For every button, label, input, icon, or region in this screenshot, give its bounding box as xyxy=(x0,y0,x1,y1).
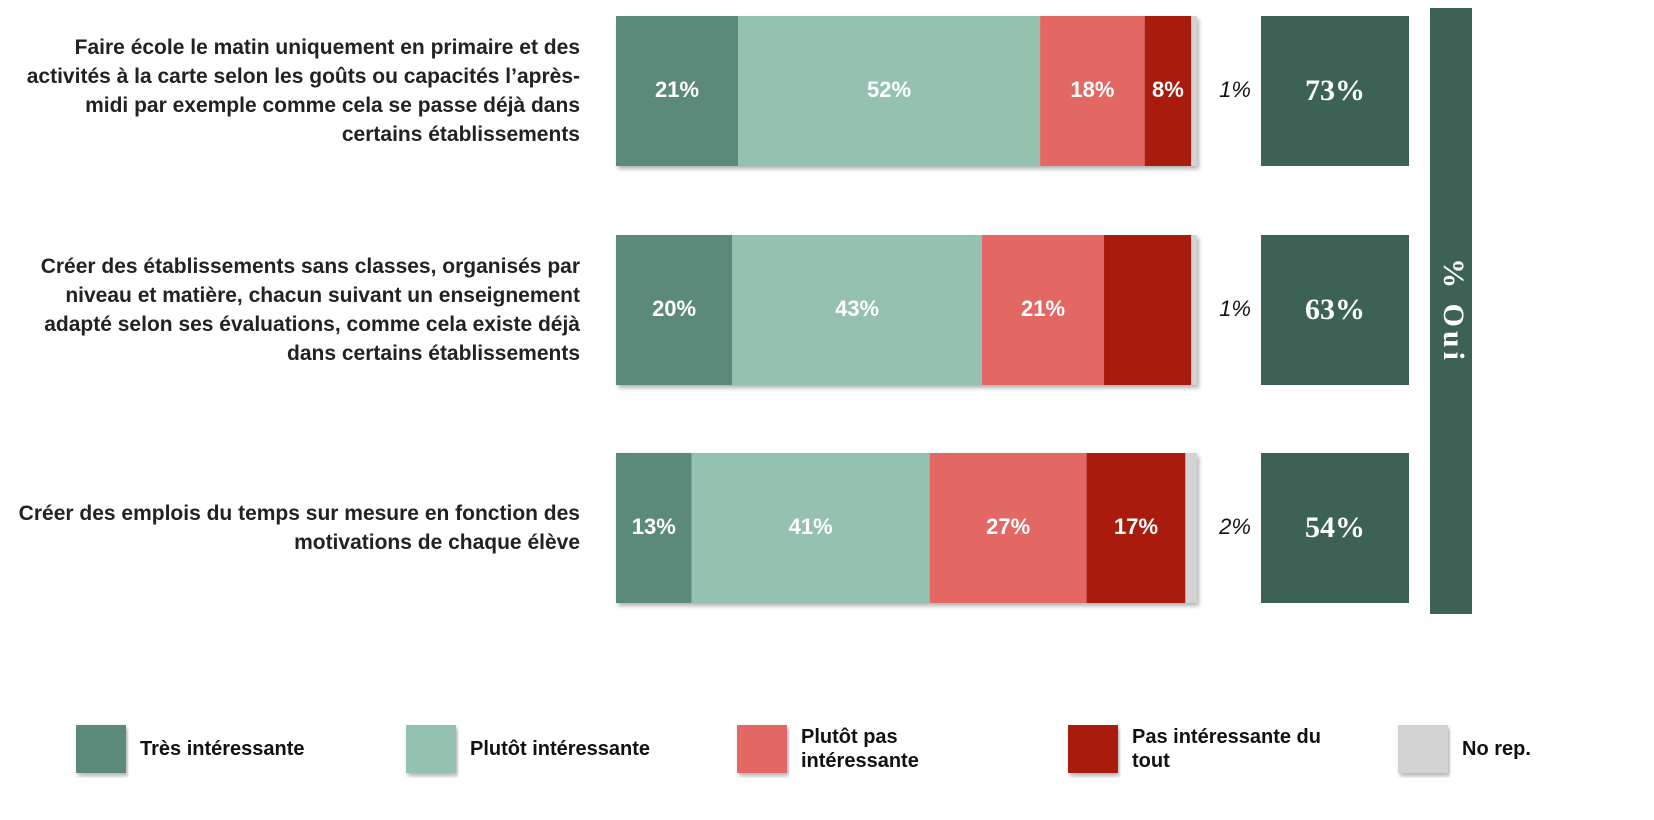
value-label: 27% xyxy=(986,514,1030,539)
category-label: Faire école le matin uniquement en prima… xyxy=(0,16,580,166)
legend-label: Pas intéressante du tout xyxy=(1132,724,1332,774)
totals-title: % Oui xyxy=(1437,258,1470,364)
total-box xyxy=(1261,16,1409,166)
bar-segment xyxy=(616,235,733,385)
category-label-text: Créer des établissements sans classes, o… xyxy=(40,255,580,365)
totals-column xyxy=(1430,8,1472,614)
legend-label: Plutôt intéressante xyxy=(470,724,670,774)
value-label: 2% xyxy=(1218,514,1251,539)
value-label: 21% xyxy=(655,77,699,102)
category-label: Créer des établissements sans classes, o… xyxy=(0,235,580,385)
legend-label: No rep. xyxy=(1462,724,1572,774)
bar-segment xyxy=(982,235,1105,385)
bar-segment xyxy=(691,453,930,603)
value-label: 1% xyxy=(1219,77,1251,102)
value-label: 1% xyxy=(1219,296,1251,321)
total-label: 63% xyxy=(1305,293,1365,326)
legend-swatch xyxy=(1398,725,1448,773)
bar-group xyxy=(616,16,1197,166)
bar-segment xyxy=(616,16,739,166)
total-box xyxy=(1261,235,1409,385)
bar-group xyxy=(616,453,1197,603)
bar-segment xyxy=(616,453,692,603)
total-box xyxy=(1261,453,1409,603)
legend-label-text: No rep. xyxy=(1462,738,1531,760)
bar-segment xyxy=(1104,235,1192,385)
bar-segment xyxy=(732,235,983,385)
value-label: 13% xyxy=(632,514,676,539)
legend-swatch xyxy=(737,725,787,773)
value-label: 20% xyxy=(652,296,696,321)
category-label-text: Faire école le matin uniquement en prima… xyxy=(26,36,580,146)
value-label: 43% xyxy=(835,296,879,321)
bar-segment xyxy=(929,453,1087,603)
bar-segment xyxy=(1040,16,1145,166)
total-label: 54% xyxy=(1305,511,1365,544)
legend-label-text: Pas intéressante du tout xyxy=(1132,726,1321,772)
value-label: 8% xyxy=(1152,77,1184,102)
bar-segment xyxy=(1191,235,1197,385)
legend-label-text: Très intéressante xyxy=(140,738,305,760)
legend-swatch xyxy=(406,725,456,773)
category-label-text: Créer des emplois du temps sur mesure en… xyxy=(18,502,580,554)
bar-segment xyxy=(1086,453,1186,603)
legend-label: Plutôt pas intéressante xyxy=(801,724,1001,774)
bar-group xyxy=(616,235,1197,385)
legend-swatch xyxy=(1068,725,1118,773)
bar-segment xyxy=(738,16,1041,166)
value-label: 21% xyxy=(1021,296,1065,321)
category-label: Créer des emplois du temps sur mesure en… xyxy=(0,453,580,603)
legend-label-text: Plutôt pas intéressante xyxy=(801,726,919,772)
legend-label: Très intéressante xyxy=(140,724,340,774)
value-label: 17% xyxy=(1114,514,1158,539)
total-label: 73% xyxy=(1305,74,1365,107)
legend-label-text: Plutôt intéressante xyxy=(470,738,651,760)
bar-segment xyxy=(1185,453,1197,603)
value-label: 18% xyxy=(1070,77,1114,102)
value-label: 52% xyxy=(867,77,911,102)
bar-segment xyxy=(1191,16,1197,166)
value-label: 41% xyxy=(789,514,833,539)
legend-swatch xyxy=(76,725,126,773)
bar-segment xyxy=(1144,16,1192,166)
